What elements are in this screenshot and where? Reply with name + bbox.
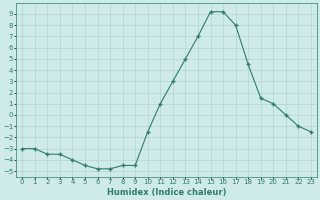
X-axis label: Humidex (Indice chaleur): Humidex (Indice chaleur) bbox=[107, 188, 226, 197]
